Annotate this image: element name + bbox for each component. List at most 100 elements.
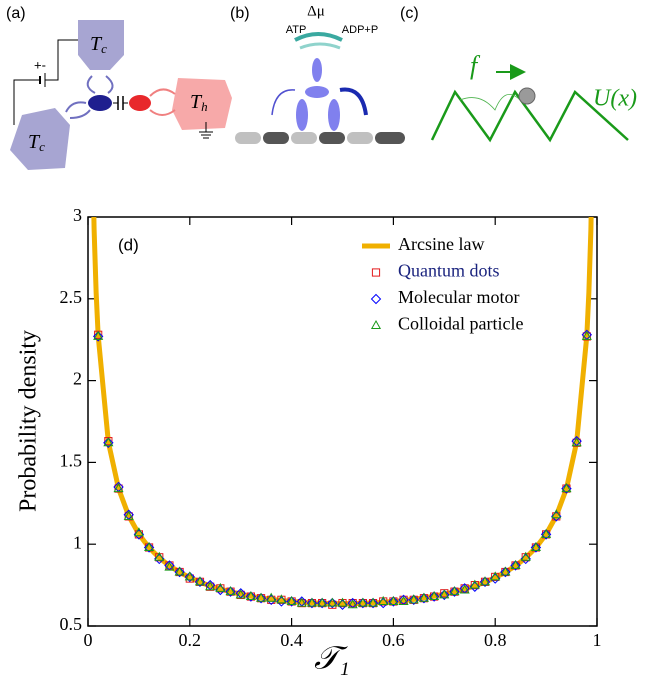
- marker: [408, 594, 419, 604]
- x-axis-label: 𝒯₁: [314, 639, 350, 675]
- y-tick-label: 1.5: [60, 451, 83, 471]
- marker: [581, 330, 592, 340]
- battery-label: +-: [34, 57, 46, 72]
- dot: [88, 95, 112, 111]
- y-tick-label: 0.5: [60, 614, 83, 634]
- panel-b: (b) Δμ ATP ADP+P: [230, 3, 405, 144]
- y-tick-label: 1: [73, 532, 82, 552]
- panel-label: (d): [118, 235, 139, 254]
- marker: [449, 586, 460, 596]
- marker: [164, 561, 175, 571]
- marker: [408, 594, 419, 606]
- bath-cold: [10, 108, 70, 170]
- marker: [327, 597, 338, 609]
- panel-label: (b): [230, 5, 250, 22]
- legend-label: Arcsine law: [398, 234, 484, 254]
- marker: [530, 541, 541, 551]
- trajectory: [459, 93, 521, 111]
- marker: [520, 551, 531, 561]
- label: ADP+P: [342, 24, 378, 36]
- marker: [439, 589, 450, 599]
- marker: [225, 586, 236, 596]
- plot-area: [91, 217, 594, 610]
- panel-a: (a) Tc Tc Th +-: [6, 5, 232, 170]
- marker: [194, 576, 206, 588]
- x-tick-label: 0.8: [484, 630, 507, 650]
- marker: [286, 595, 297, 605]
- marker: [235, 589, 246, 599]
- force-label: f: [470, 51, 481, 80]
- marker: [276, 594, 287, 604]
- x-tick-label: 0: [84, 630, 93, 650]
- marker: [205, 581, 216, 591]
- legend-label: Molecular motor: [398, 287, 519, 307]
- arrow: [294, 32, 343, 42]
- marker: [439, 589, 450, 601]
- marker: [540, 529, 552, 540]
- marker: [530, 542, 542, 553]
- arrow: [339, 87, 368, 116]
- arrow: [299, 42, 341, 50]
- y-tick-label: 2.5: [60, 287, 83, 307]
- arrow: [65, 101, 91, 119]
- marker: [174, 566, 185, 578]
- marker: [479, 576, 491, 586]
- marker: [551, 509, 562, 519]
- marker: [184, 571, 195, 581]
- panel-c: (c) f U(x): [400, 5, 637, 143]
- marker: [154, 551, 165, 561]
- bath-label: Tc: [28, 131, 45, 154]
- marker: [184, 571, 196, 583]
- marker: [510, 560, 521, 571]
- legend-marker: [371, 268, 381, 277]
- ground: [199, 122, 213, 139]
- marker: [347, 599, 358, 609]
- marker: [194, 576, 206, 586]
- marker: [103, 437, 114, 448]
- marker: [561, 483, 572, 494]
- marker: [357, 597, 369, 609]
- panel-label: (c): [400, 5, 419, 22]
- potential-label: U(x): [593, 86, 637, 112]
- bath-label: Th: [190, 91, 208, 114]
- marker: [541, 528, 552, 538]
- legend-marker: [370, 293, 382, 305]
- plot: (d) Probability density 𝒯₁: [16, 216, 598, 675]
- marker: [479, 576, 491, 588]
- legend-label: Quantum dots: [398, 261, 500, 281]
- bath-cold: [78, 20, 124, 70]
- dot: [129, 95, 151, 111]
- potential: [430, 89, 629, 143]
- marker: [144, 541, 155, 551]
- marker: [133, 527, 144, 537]
- bath-label: Tc: [90, 33, 107, 56]
- arrow: [149, 88, 176, 116]
- marker: [449, 586, 460, 597]
- y-tick-label: 2: [73, 369, 82, 389]
- marker: [245, 591, 256, 601]
- marker: [255, 592, 267, 604]
- x-tick-label: 1: [593, 630, 602, 650]
- x-tick-label: 0.6: [382, 630, 405, 650]
- track: [235, 132, 405, 144]
- marker: [571, 437, 582, 447]
- y-tick-label: 3: [73, 205, 82, 225]
- motor: [312, 58, 322, 82]
- arrow: [271, 89, 296, 116]
- label: Δμ: [307, 3, 325, 19]
- marker: [103, 437, 114, 447]
- marker: [490, 571, 501, 581]
- marker: [429, 591, 440, 601]
- marker: [215, 582, 226, 592]
- x-tick-label: 0.2: [179, 630, 202, 650]
- legend-label: Colloidal particle: [398, 314, 523, 334]
- marker: [174, 566, 185, 576]
- particle: [518, 87, 536, 105]
- x-tick-label: 0.4: [280, 630, 303, 650]
- marker: [561, 483, 572, 493]
- arrow: [86, 75, 114, 94]
- y-axis-label: Probability density: [16, 330, 42, 512]
- marker: [93, 330, 104, 340]
- marker: [143, 542, 155, 553]
